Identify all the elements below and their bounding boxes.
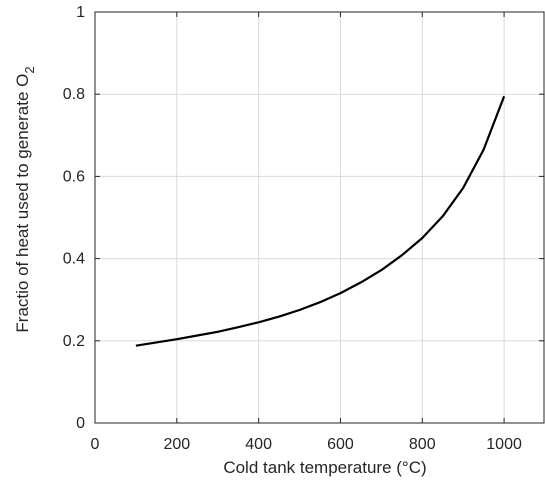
y-tick-label: 0.4 [63, 251, 85, 268]
x-tick-labels: 0 200 400 600 800 1000 [91, 436, 522, 453]
plot-area-frame [94, 11, 545, 424]
grid [94, 11, 545, 424]
series-line [135, 95, 506, 347]
y-tick-label: 0.8 [63, 86, 85, 103]
y-tick-label: 0.6 [63, 168, 85, 185]
y-tick-labels: 0 0.2 0.4 0.6 0.8 1 [63, 4, 85, 432]
y-axis-label: Fractio of heat used to generate O2 [13, 66, 37, 332]
y-tick-label: 1 [76, 4, 85, 21]
tick-marks [94, 11, 544, 424]
x-tick-label: 800 [409, 436, 436, 453]
x-tick-label: 600 [327, 436, 354, 453]
y-axis-label-subscript: 2 [22, 66, 37, 73]
x-tick-label: 200 [163, 436, 190, 453]
x-tick-label: 400 [245, 436, 272, 453]
x-tick-label: 1000 [486, 436, 522, 453]
x-tick-label: 0 [91, 436, 100, 453]
y-tick-label: 0.2 [63, 333, 85, 350]
y-tick-label: 0 [76, 415, 85, 432]
y-axis-label-main: Fractio of heat used to generate O [13, 74, 32, 333]
x-axis-label: Cold tank temperature (°C) [223, 458, 426, 477]
